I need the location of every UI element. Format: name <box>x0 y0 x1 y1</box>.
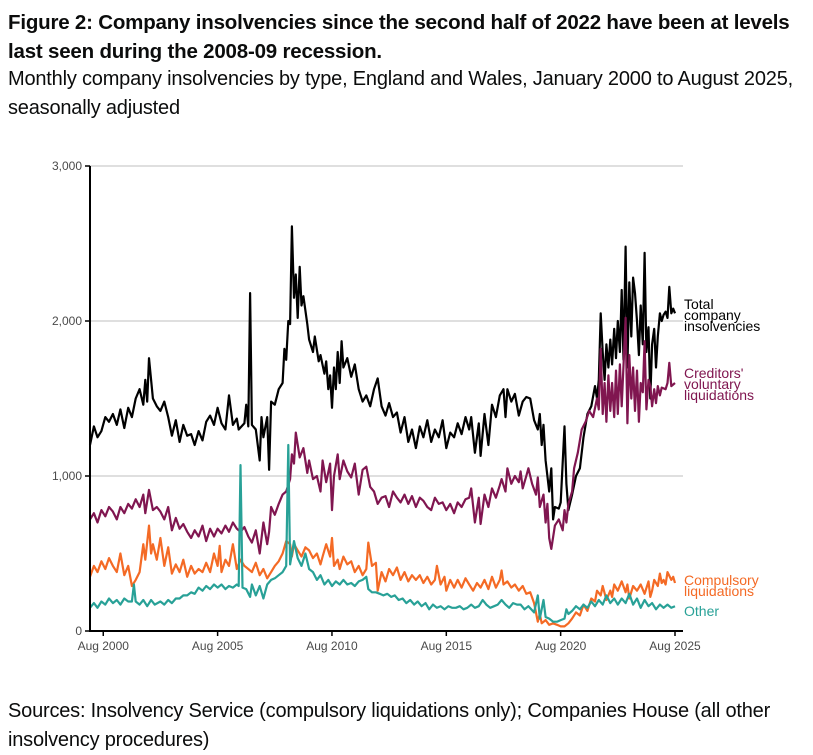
series-line-total-company-insolvencies <box>88 225 677 521</box>
series-label-line: Total <box>684 296 714 312</box>
series-label: Total company insolvencies <box>684 296 760 334</box>
series-label-line: voluntary <box>684 376 741 392</box>
series-label-line: liquidations <box>684 387 754 403</box>
series-lines <box>88 225 677 628</box>
x-tick-label: Aug 2020 <box>535 639 587 653</box>
figure-source: Sources: Insolvency Service (compulsory … <box>8 700 771 751</box>
y-tick-label: 3,000 <box>52 159 82 173</box>
series-label-line: liquidations <box>684 583 754 599</box>
series-label: Compulsory liquidations <box>684 572 759 599</box>
y-tick-label: 1,000 <box>52 469 82 483</box>
series-labels: Total company insolvencies Creditors' volunt… <box>684 296 760 619</box>
figure-subtitle: Monthly company insolvencies by type, En… <box>8 68 793 119</box>
x-axis-ticks: Aug 2000 Aug 2005 Aug 2010 Aug 2015 Aug 2020… <box>78 631 701 653</box>
series-label: Other <box>684 603 719 619</box>
x-tick-label: Aug 2010 <box>306 639 358 653</box>
series-label-line: company <box>684 307 741 323</box>
series-line-compulsory-liquidations <box>88 524 677 628</box>
figure-title: Figure 2: Company insolvencies since the… <box>8 11 790 63</box>
y-tick-label: 0 <box>75 624 82 638</box>
x-tick-label: Aug 2015 <box>421 639 473 653</box>
series-label: Creditors' voluntary liquidations <box>684 365 754 403</box>
series-label-line: insolvencies <box>684 318 760 334</box>
y-tick-label: 2,000 <box>52 314 82 328</box>
line-chart: 0 1,000 2,000 3,000 Aug 2000 Aug 2005 Aug 201… <box>52 159 760 653</box>
x-tick-label: Aug 2025 <box>649 639 701 653</box>
x-tick-label: Aug 2005 <box>192 639 244 653</box>
series-label-line: Creditors' <box>684 365 743 381</box>
series-line-other <box>89 443 676 623</box>
gridlines <box>90 165 683 477</box>
y-axis-ticks: 0 1,000 2,000 3,000 <box>52 159 90 638</box>
axes <box>89 166 683 632</box>
x-tick-label: Aug 2000 <box>78 639 130 653</box>
series-label-line: Other <box>684 603 719 619</box>
series-label-line: Compulsory <box>684 572 759 588</box>
series-line-creditors-voluntary-liquidations <box>89 316 676 555</box>
